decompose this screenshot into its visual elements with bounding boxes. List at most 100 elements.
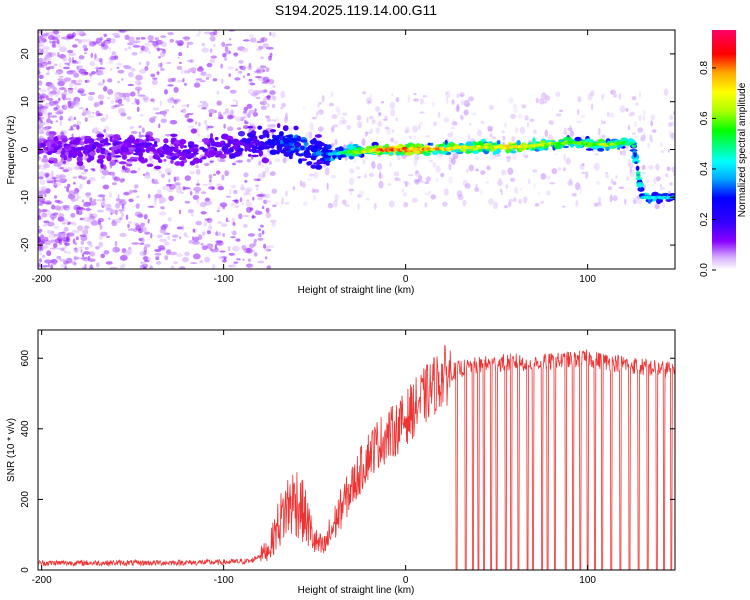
- spectral-noise-blob: [44, 200, 53, 205]
- spectral-band-blob: [83, 151, 89, 155]
- spectral-noise-blob: [208, 174, 213, 180]
- spectral-noise-blob: [239, 197, 243, 203]
- spectral-noise-blob: [186, 118, 193, 123]
- spectral-noise-blob: [641, 171, 646, 174]
- spectral-noise-blob: [111, 51, 117, 56]
- spectral-noise-blob: [169, 119, 178, 125]
- spectral-band-blob: [138, 139, 144, 143]
- spectral-band-blob: [211, 140, 215, 144]
- spectral-noise-blob: [116, 66, 120, 69]
- spectral-band-blob: [263, 145, 272, 149]
- spectral-noise-blob: [188, 240, 194, 244]
- spectral-noise-blob: [581, 163, 585, 166]
- spectral-noise-blob: [58, 174, 66, 180]
- spectral-noise-blob: [143, 214, 148, 220]
- spectral-band-blob: [92, 141, 100, 146]
- spectral-noise-blob: [150, 73, 156, 78]
- spectral-noise-blob: [344, 204, 350, 207]
- spectral-noise-blob: [251, 214, 255, 219]
- spectral-noise-blob: [217, 221, 223, 225]
- spectral-noise-blob: [485, 181, 490, 184]
- spectral-band-blob: [192, 152, 199, 155]
- spectral-noise-blob: [230, 104, 238, 107]
- spectral-noise-blob: [72, 60, 77, 63]
- spectral-noise-blob: [193, 82, 201, 88]
- spectral-noise-blob: [59, 178, 67, 184]
- spectral-noise-blob: [456, 93, 460, 98]
- spectral-noise-blob: [266, 103, 270, 108]
- spectral-noise-blob: [50, 264, 54, 269]
- spectral-noise-blob: [391, 93, 394, 96]
- spectral-noise-blob: [266, 265, 271, 269]
- spectral-noise-blob: [89, 61, 95, 67]
- spectral-noise-blob: [76, 120, 82, 126]
- spectral-noise-blob: [256, 67, 261, 70]
- spectral-noise-blob: [70, 198, 77, 202]
- spectral-noise-blob: [80, 171, 87, 175]
- spectral-noise-blob: [249, 82, 256, 86]
- spectral-noise-blob: [74, 82, 82, 86]
- spectral-noise-blob: [78, 55, 85, 60]
- spectral-band-blob: [253, 145, 258, 150]
- spectral-noise-blob: [189, 67, 197, 73]
- spectral-noise-blob: [159, 100, 162, 107]
- spectral-noise-blob: [200, 71, 207, 76]
- spectral-noise-blob: [224, 57, 228, 61]
- spectral-noise-blob: [86, 217, 92, 223]
- spectral-noise-blob: [128, 198, 134, 203]
- spectral-noise-blob: [468, 96, 474, 102]
- spectral-noise-blob: [131, 242, 140, 245]
- spectral-noise-blob: [305, 132, 311, 140]
- spectral-noise-blob: [82, 266, 87, 269]
- spectral-noise-blob: [271, 32, 276, 38]
- spectral-noise-blob: [79, 183, 83, 190]
- spectral-band-blob: [264, 141, 271, 144]
- spectral-noise-blob: [43, 57, 51, 61]
- spectral-noise-blob: [633, 121, 638, 128]
- spectral-band-blob: [279, 131, 284, 136]
- spectral-noise-blob: [200, 211, 207, 215]
- spectral-noise-blob: [111, 32, 120, 36]
- spectral-noise-blob: [66, 33, 75, 39]
- spectral-noise-blob: [116, 92, 123, 95]
- spectral-noise-blob: [216, 209, 220, 213]
- spectral-noise-blob: [321, 95, 325, 103]
- spectral-noise-blob: [528, 178, 531, 185]
- spectral-noise-blob: [362, 159, 366, 165]
- spectral-band-blob: [75, 151, 82, 156]
- spectral-noise-blob: [269, 90, 276, 96]
- spectral-noise-blob: [144, 66, 149, 71]
- spectral-band-blob: [97, 154, 106, 160]
- spectral-noise-blob: [166, 98, 174, 102]
- spectral-noise-blob: [493, 201, 498, 210]
- spectral-band-blob: [104, 137, 109, 143]
- spectral-noise-blob: [188, 68, 191, 74]
- spectral-noise-blob: [430, 194, 437, 200]
- spectral-noise-blob: [504, 205, 508, 209]
- spectral-noise-blob: [176, 65, 183, 70]
- spectral-band-blob: [279, 149, 287, 153]
- spectral-noise-blob: [389, 162, 392, 167]
- spectral-band-blob: [304, 153, 311, 158]
- spectral-noise-blob: [167, 84, 174, 87]
- spectral-band-blob: [252, 137, 258, 144]
- spectral-noise-blob: [88, 115, 95, 118]
- spectral-band-blob: [288, 142, 293, 146]
- spectral-noise-blob: [382, 118, 388, 121]
- spectral-band-blob: [293, 125, 299, 131]
- spectral-noise-blob: [514, 186, 518, 194]
- spectral-noise-blob: [170, 265, 174, 269]
- spectral-band-blob: [63, 145, 71, 150]
- spectral-noise-blob: [141, 127, 145, 134]
- spectral-noise-blob: [431, 102, 436, 107]
- spectral-noise-blob: [77, 79, 83, 83]
- spectral-noise-blob: [160, 206, 165, 210]
- spectral-noise-blob: [184, 251, 190, 256]
- spectral-ridge-point: [633, 158, 639, 162]
- spectral-noise-blob: [60, 263, 66, 268]
- spectral-noise-blob: [148, 155, 154, 161]
- spectral-band-blob: [71, 153, 77, 159]
- spectral-noise-blob: [53, 71, 62, 75]
- spectral-band-blob: [293, 141, 301, 148]
- spectral-noise-blob: [306, 178, 312, 181]
